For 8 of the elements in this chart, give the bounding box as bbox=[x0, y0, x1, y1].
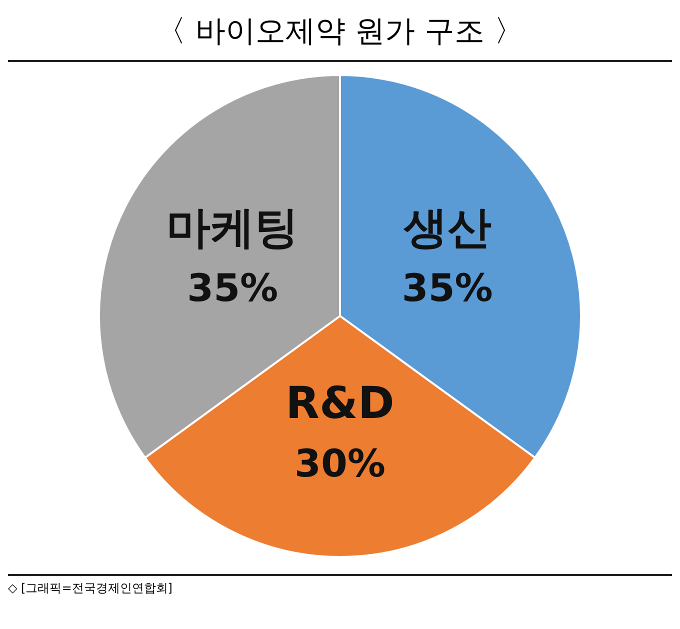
chart-title: 〈 바이오제약 원가 구조 〉 bbox=[154, 13, 526, 51]
data-label: 35% bbox=[402, 266, 493, 310]
slice-label: 생산 bbox=[402, 202, 492, 254]
slice-label: 마케팅 bbox=[166, 202, 299, 254]
data-label: 35% bbox=[187, 266, 278, 310]
slice-label: R&D bbox=[286, 378, 394, 429]
data-label: 30% bbox=[294, 441, 386, 486]
text: ◇ [그래픽=전국경제인연합회] bbox=[8, 580, 174, 597]
